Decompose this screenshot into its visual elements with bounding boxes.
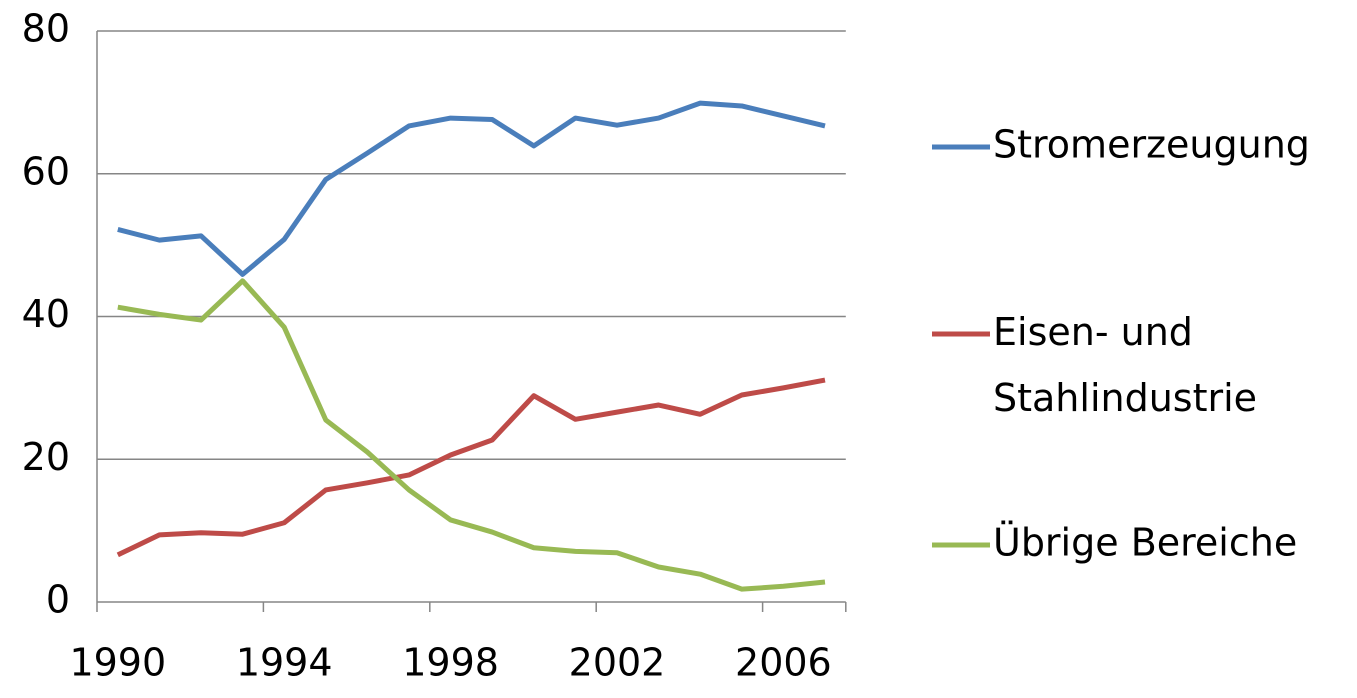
x-tick-label: 1990 xyxy=(69,641,166,685)
series-line xyxy=(117,100,826,277)
y-tick-label: 20 xyxy=(22,435,70,479)
legend-label: Stromerzeugung xyxy=(993,123,1310,167)
y-tick-label: 60 xyxy=(22,149,70,193)
y-tick-label: 0 xyxy=(46,578,70,622)
x-tick-label: 1998 xyxy=(402,641,499,685)
legend-label: Übrige Bereiche xyxy=(993,521,1297,565)
series-line xyxy=(117,278,826,592)
x-tick-label: 1994 xyxy=(236,641,333,685)
x-tick-label: 2002 xyxy=(569,641,666,685)
y-tick-label: 80 xyxy=(22,7,70,51)
y-tick-label: 40 xyxy=(22,292,70,336)
legend-label: Eisen- und Stahlindustrie xyxy=(993,310,1257,420)
x-tick-label: 2006 xyxy=(735,641,832,685)
series-line xyxy=(116,377,826,558)
